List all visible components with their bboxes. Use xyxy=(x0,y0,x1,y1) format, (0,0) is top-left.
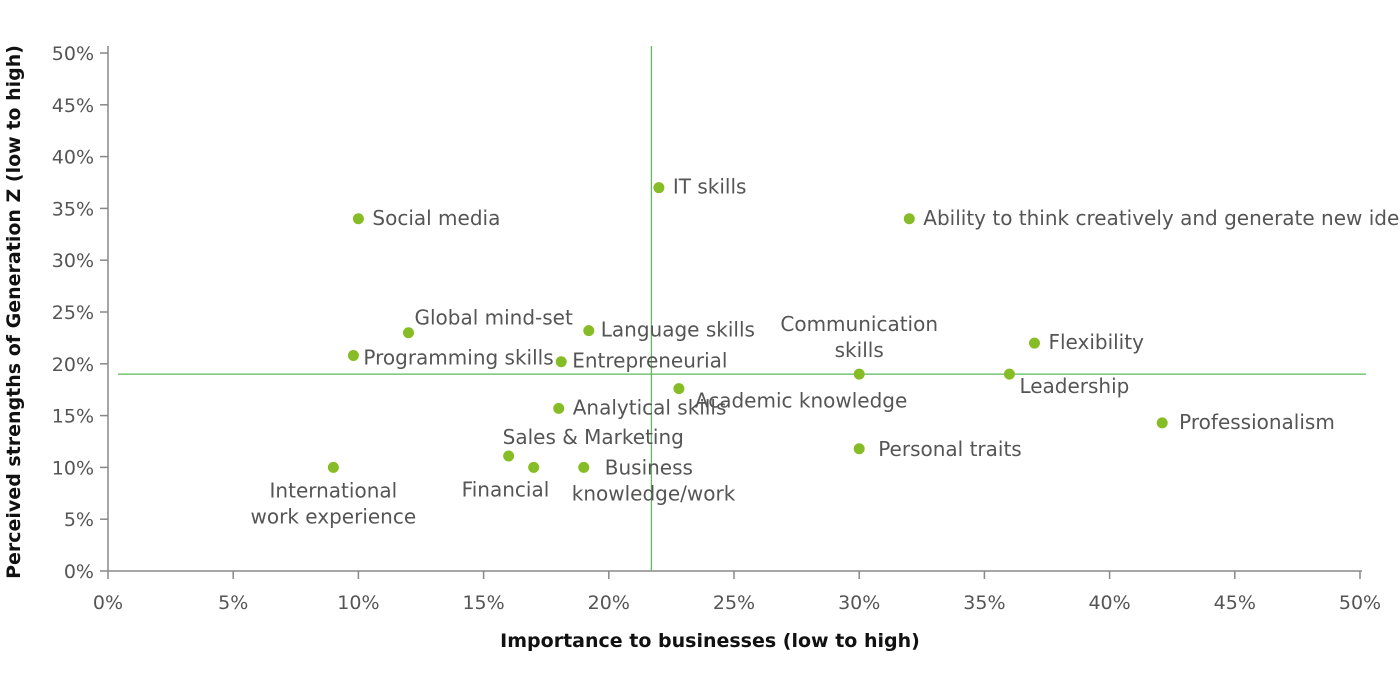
point-label: Professionalism xyxy=(1179,410,1335,434)
x-axis-title: Importance to businesses (low to high) xyxy=(500,630,920,652)
data-point xyxy=(1028,337,1040,349)
y-tick-label: 15% xyxy=(52,406,94,428)
data-point xyxy=(503,450,515,462)
x-tick-label: 0% xyxy=(93,592,123,614)
x-tick-label: 20% xyxy=(588,592,630,614)
y-tick-label: 20% xyxy=(52,354,94,376)
y-tick-label: 40% xyxy=(52,147,94,169)
data-point xyxy=(553,402,565,414)
data-point xyxy=(528,461,540,473)
point-label: International work experience xyxy=(251,478,417,528)
point-label: Global mind-set xyxy=(414,306,573,330)
x-tick-label: 25% xyxy=(713,592,755,614)
y-tick-label: 10% xyxy=(52,457,94,479)
data-point xyxy=(352,213,364,225)
y-tick-label: 25% xyxy=(52,302,94,324)
data-points xyxy=(327,182,1168,473)
point-label: IT skills xyxy=(673,175,747,199)
point-label: Leadership xyxy=(1019,374,1129,398)
point-label: Business knowledge/work xyxy=(572,455,736,505)
x-tick-label: 40% xyxy=(1088,592,1130,614)
point-label: Personal traits xyxy=(878,437,1022,461)
data-point xyxy=(853,443,865,455)
point-label: Sales & Marketing xyxy=(503,425,684,449)
x-tick-label: 5% xyxy=(218,592,248,614)
axes xyxy=(107,46,1362,572)
point-label: Academic knowledge xyxy=(695,389,907,413)
data-point xyxy=(347,350,359,362)
x-tick-label: 15% xyxy=(462,592,504,614)
reference-lines xyxy=(118,46,1366,571)
point-labels: IT skills Social media Ability to think cr… xyxy=(251,175,1400,529)
y-axis-ticks: 0% 5% 10% 15% 20% 25% 30% 35% 40% 45% 50% xyxy=(52,43,108,583)
x-axis-ticks: 0% 5% 10% 15% 20% 25% 30% 35% 40% 45% 50% xyxy=(93,571,1381,614)
data-point xyxy=(853,368,865,380)
x-tick-label: 30% xyxy=(838,592,880,614)
data-point xyxy=(555,356,567,368)
y-tick-label: 45% xyxy=(52,95,94,117)
data-point xyxy=(583,325,595,337)
data-point xyxy=(653,182,665,194)
y-tick-label: 50% xyxy=(52,43,94,65)
point-label: Analytical skills xyxy=(573,395,727,419)
x-tick-label: 10% xyxy=(337,592,379,614)
y-tick-label: 30% xyxy=(52,250,94,272)
x-tick-label: 45% xyxy=(1214,592,1256,614)
data-point xyxy=(903,213,915,225)
point-label: Communication skills xyxy=(780,312,938,362)
y-tick-label: 5% xyxy=(64,509,94,531)
y-tick-label: 0% xyxy=(64,561,94,583)
data-point xyxy=(402,327,414,339)
data-point xyxy=(578,461,590,473)
data-point xyxy=(673,383,685,395)
y-tick-label: 35% xyxy=(52,198,94,220)
point-label: Programming skills xyxy=(363,346,553,370)
data-point xyxy=(327,461,339,473)
data-point xyxy=(1003,368,1015,380)
y-axis-title: Perceived strengths of Generation Z (low… xyxy=(3,45,25,579)
x-tick-label: 35% xyxy=(963,592,1005,614)
x-tick-label: 50% xyxy=(1339,592,1381,614)
data-point xyxy=(1156,417,1168,429)
point-label: Social media xyxy=(372,206,500,230)
point-label: Ability to think creatively and generate… xyxy=(923,206,1400,230)
point-label: Flexibility xyxy=(1048,330,1144,354)
point-label: Language skills xyxy=(601,318,755,342)
point-label: Entrepreneurial xyxy=(572,349,727,373)
point-label: Financial xyxy=(462,477,550,501)
